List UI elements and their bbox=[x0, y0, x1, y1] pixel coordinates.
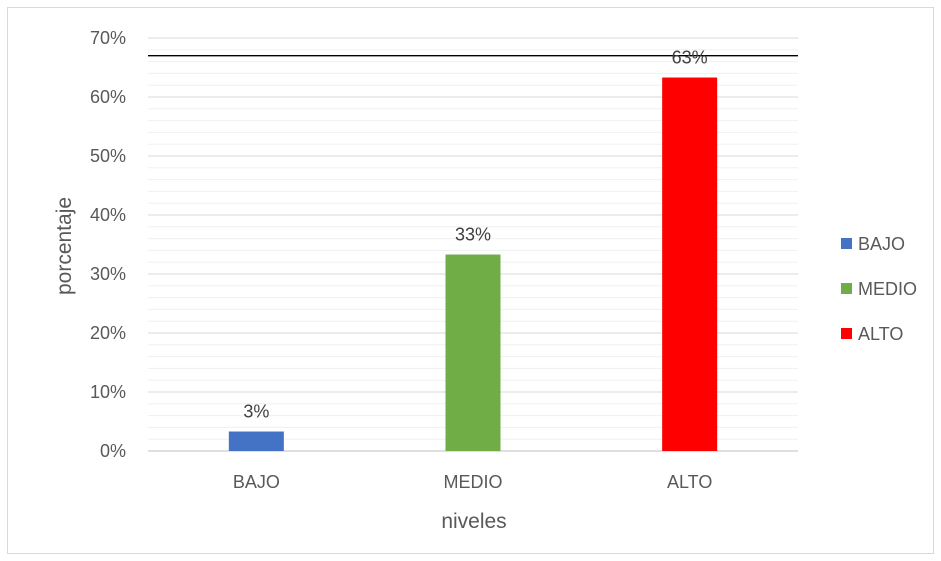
bar-alto bbox=[662, 77, 718, 451]
data-label-alto: 63% bbox=[672, 48, 708, 68]
data-label-bajo: 3% bbox=[243, 402, 269, 422]
bar-medio bbox=[445, 254, 501, 451]
legend-swatch-bajo bbox=[841, 238, 852, 249]
data-labels: 3% 33% 63% bbox=[243, 48, 707, 422]
y-tick-label: 20% bbox=[90, 323, 126, 343]
y-tick-label: 60% bbox=[90, 87, 126, 107]
legend-swatch-alto bbox=[841, 328, 852, 339]
y-axis-title: porcentaje bbox=[53, 197, 76, 295]
legend-label-medio: MEDIO bbox=[858, 279, 917, 299]
bars bbox=[228, 77, 718, 451]
legend: BAJO MEDIO ALTO bbox=[841, 234, 917, 344]
x-axis-title: niveles bbox=[441, 510, 506, 533]
y-tick-label: 50% bbox=[90, 146, 126, 166]
x-axis-ticks: BAJO MEDIO ALTO bbox=[233, 472, 713, 492]
data-label-medio: 33% bbox=[455, 225, 491, 245]
legend-label-bajo: BAJO bbox=[858, 234, 905, 254]
legend-swatch-medio bbox=[841, 283, 852, 294]
y-tick-label: 10% bbox=[90, 382, 126, 402]
y-tick-label: 30% bbox=[90, 264, 126, 284]
bar-bajo bbox=[228, 431, 284, 451]
x-tick-label: BAJO bbox=[233, 472, 280, 492]
y-tick-label: 40% bbox=[90, 205, 126, 225]
y-tick-label: 70% bbox=[90, 28, 126, 48]
legend-label-alto: ALTO bbox=[858, 324, 903, 344]
x-tick-label: MEDIO bbox=[443, 472, 502, 492]
x-tick-label: ALTO bbox=[667, 472, 712, 492]
y-axis-ticks: 0% 10% 20% 30% 40% 50% 60% 70% bbox=[90, 28, 126, 461]
y-tick-label: 0% bbox=[100, 441, 126, 461]
